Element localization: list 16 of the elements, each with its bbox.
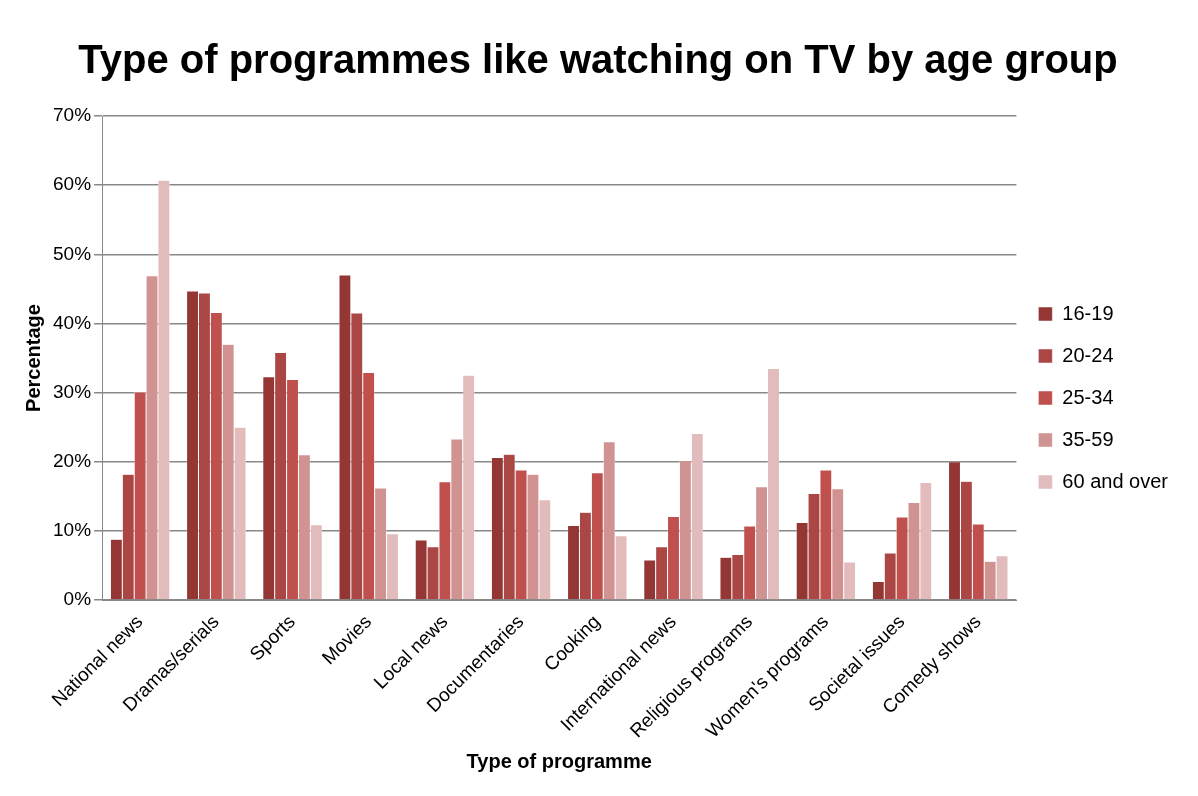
legend-label: 16-19 <box>1062 301 1114 324</box>
legend-label: 60 and over <box>1062 469 1169 492</box>
chart-title: Type of programmes like watching on TV by age group <box>78 37 1118 82</box>
y-tick-label: 10% <box>53 519 92 541</box>
legend-label: 25-34 <box>1062 385 1114 408</box>
y-tick-label: 20% <box>53 450 92 471</box>
y-tick-label: 40% <box>53 311 92 333</box>
y-tick-label: 50% <box>53 242 92 264</box>
y-tick-label: 0% <box>63 588 92 610</box>
y-tick-label: 70% <box>53 104 92 126</box>
legend-label: 35-59 <box>1062 427 1114 450</box>
y-axis-title: Percentage <box>21 304 44 412</box>
legend-label: 20-24 <box>1062 343 1114 366</box>
x-axis-title: Type of programme <box>466 749 652 772</box>
y-tick-label: 30% <box>53 380 92 402</box>
y-tick-label: 60% <box>53 173 92 195</box>
